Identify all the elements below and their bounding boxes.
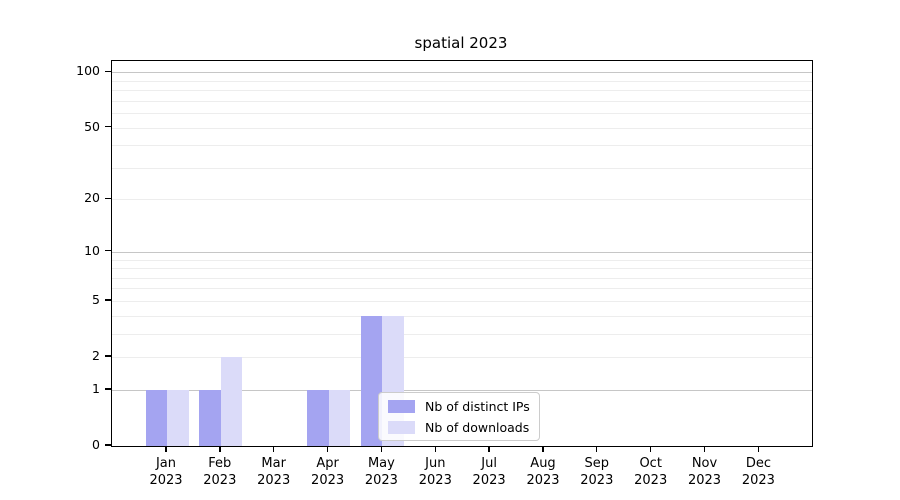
gridline-minor <box>112 277 812 279</box>
y-tick-mark <box>105 388 111 390</box>
x-tick-label-apr: Apr 2023 <box>311 456 345 488</box>
x-tick-label-aug: Aug 2023 <box>526 456 560 488</box>
y-tick-mark <box>105 444 111 446</box>
x-tick-mark <box>703 447 706 452</box>
gridline-major <box>112 251 812 253</box>
gridline-minor <box>112 333 812 335</box>
x-tick-mark <box>273 447 275 452</box>
gridline-minor <box>112 199 812 201</box>
bar-downloads-apr <box>328 389 351 446</box>
y-tick-mark <box>105 250 111 252</box>
plot-area: Nb of distinct IPs Nb of downloads <box>111 60 813 447</box>
legend: Nb of distinct IPs Nb of downloads <box>378 392 540 441</box>
x-tick-mark <box>380 447 383 452</box>
gridline-minor <box>112 259 812 261</box>
x-tick-label-dec: Dec 2023 <box>741 456 775 488</box>
x-tick-label-feb: Feb 2023 <box>203 456 237 488</box>
y-tick-label: 0 <box>92 437 100 452</box>
y-tick-label: 20 <box>84 190 100 206</box>
chart-title: spatial 2023 <box>414 34 508 52</box>
gridline-minor <box>112 127 812 129</box>
y-tick-label: 50 <box>84 118 100 134</box>
y-tick-label: 1 <box>92 380 100 396</box>
legend-label-distinct-ips: Nb of distinct IPs <box>425 398 530 414</box>
x-tick-label-mar: Mar 2023 <box>257 456 291 488</box>
y-tick-label: 100 <box>76 63 100 79</box>
gridline-minor <box>112 288 812 290</box>
x-tick-mark <box>326 447 329 452</box>
x-tick-mark <box>650 447 652 452</box>
gridline-minor <box>112 90 812 92</box>
bar-distinct-ips-apr <box>307 389 329 446</box>
y-tick-mark <box>105 197 111 200</box>
x-tick-label-sep: Sep 2023 <box>580 456 614 488</box>
x-tick-mark <box>165 447 167 452</box>
x-tick-mark <box>542 447 544 452</box>
gridline-minor <box>112 100 812 102</box>
gridline-major <box>112 389 812 391</box>
bar-downloads-jan <box>167 389 189 446</box>
bar-distinct-ips-feb <box>199 389 221 446</box>
gridline-minor <box>112 80 812 82</box>
y-tick-mark <box>105 299 111 301</box>
legend-swatch-downloads-icon <box>388 420 415 434</box>
x-tick-mark <box>596 447 598 452</box>
x-tick-mark <box>434 447 436 452</box>
x-tick-label-jun: Jun 2023 <box>418 456 452 488</box>
gridline-major <box>112 72 812 74</box>
x-tick-mark <box>219 447 221 452</box>
gridline-minor <box>112 300 812 302</box>
x-tick-mark <box>488 447 490 452</box>
legend-item-distinct-ips: Nb of distinct IPs <box>388 398 530 414</box>
y-tick-label: 10 <box>84 242 100 258</box>
y-tick-mark <box>105 70 111 72</box>
y-tick-label: 2 <box>92 348 100 363</box>
legend-label-downloads: Nb of downloads <box>425 419 530 435</box>
bar-distinct-ips-jan <box>145 389 167 446</box>
bar-distinct-ips-may <box>360 315 383 446</box>
gridline-minor <box>112 167 812 169</box>
gridline-minor <box>112 268 812 269</box>
y-tick-label: 5 <box>92 291 100 307</box>
y-tick-mark <box>105 125 111 128</box>
bar-downloads-feb <box>220 357 243 446</box>
gridline-minor <box>112 315 812 317</box>
x-tick-label-nov: Nov 2023 <box>687 456 722 488</box>
legend-swatch-distinct-ips-icon <box>388 399 415 413</box>
x-tick-mark <box>757 447 759 452</box>
x-tick-label-jan: Jan 2023 <box>149 456 183 488</box>
x-tick-label-jul: Jul 2023 <box>472 456 506 488</box>
legend-item-downloads: Nb of downloads <box>388 419 530 435</box>
gridline-minor <box>112 145 812 147</box>
x-tick-label-oct: Oct 2023 <box>634 456 668 488</box>
gridline-minor <box>112 113 812 114</box>
gridline-minor <box>112 357 812 358</box>
x-tick-label-may: May 2023 <box>364 456 398 488</box>
y-tick-mark <box>105 355 111 357</box>
